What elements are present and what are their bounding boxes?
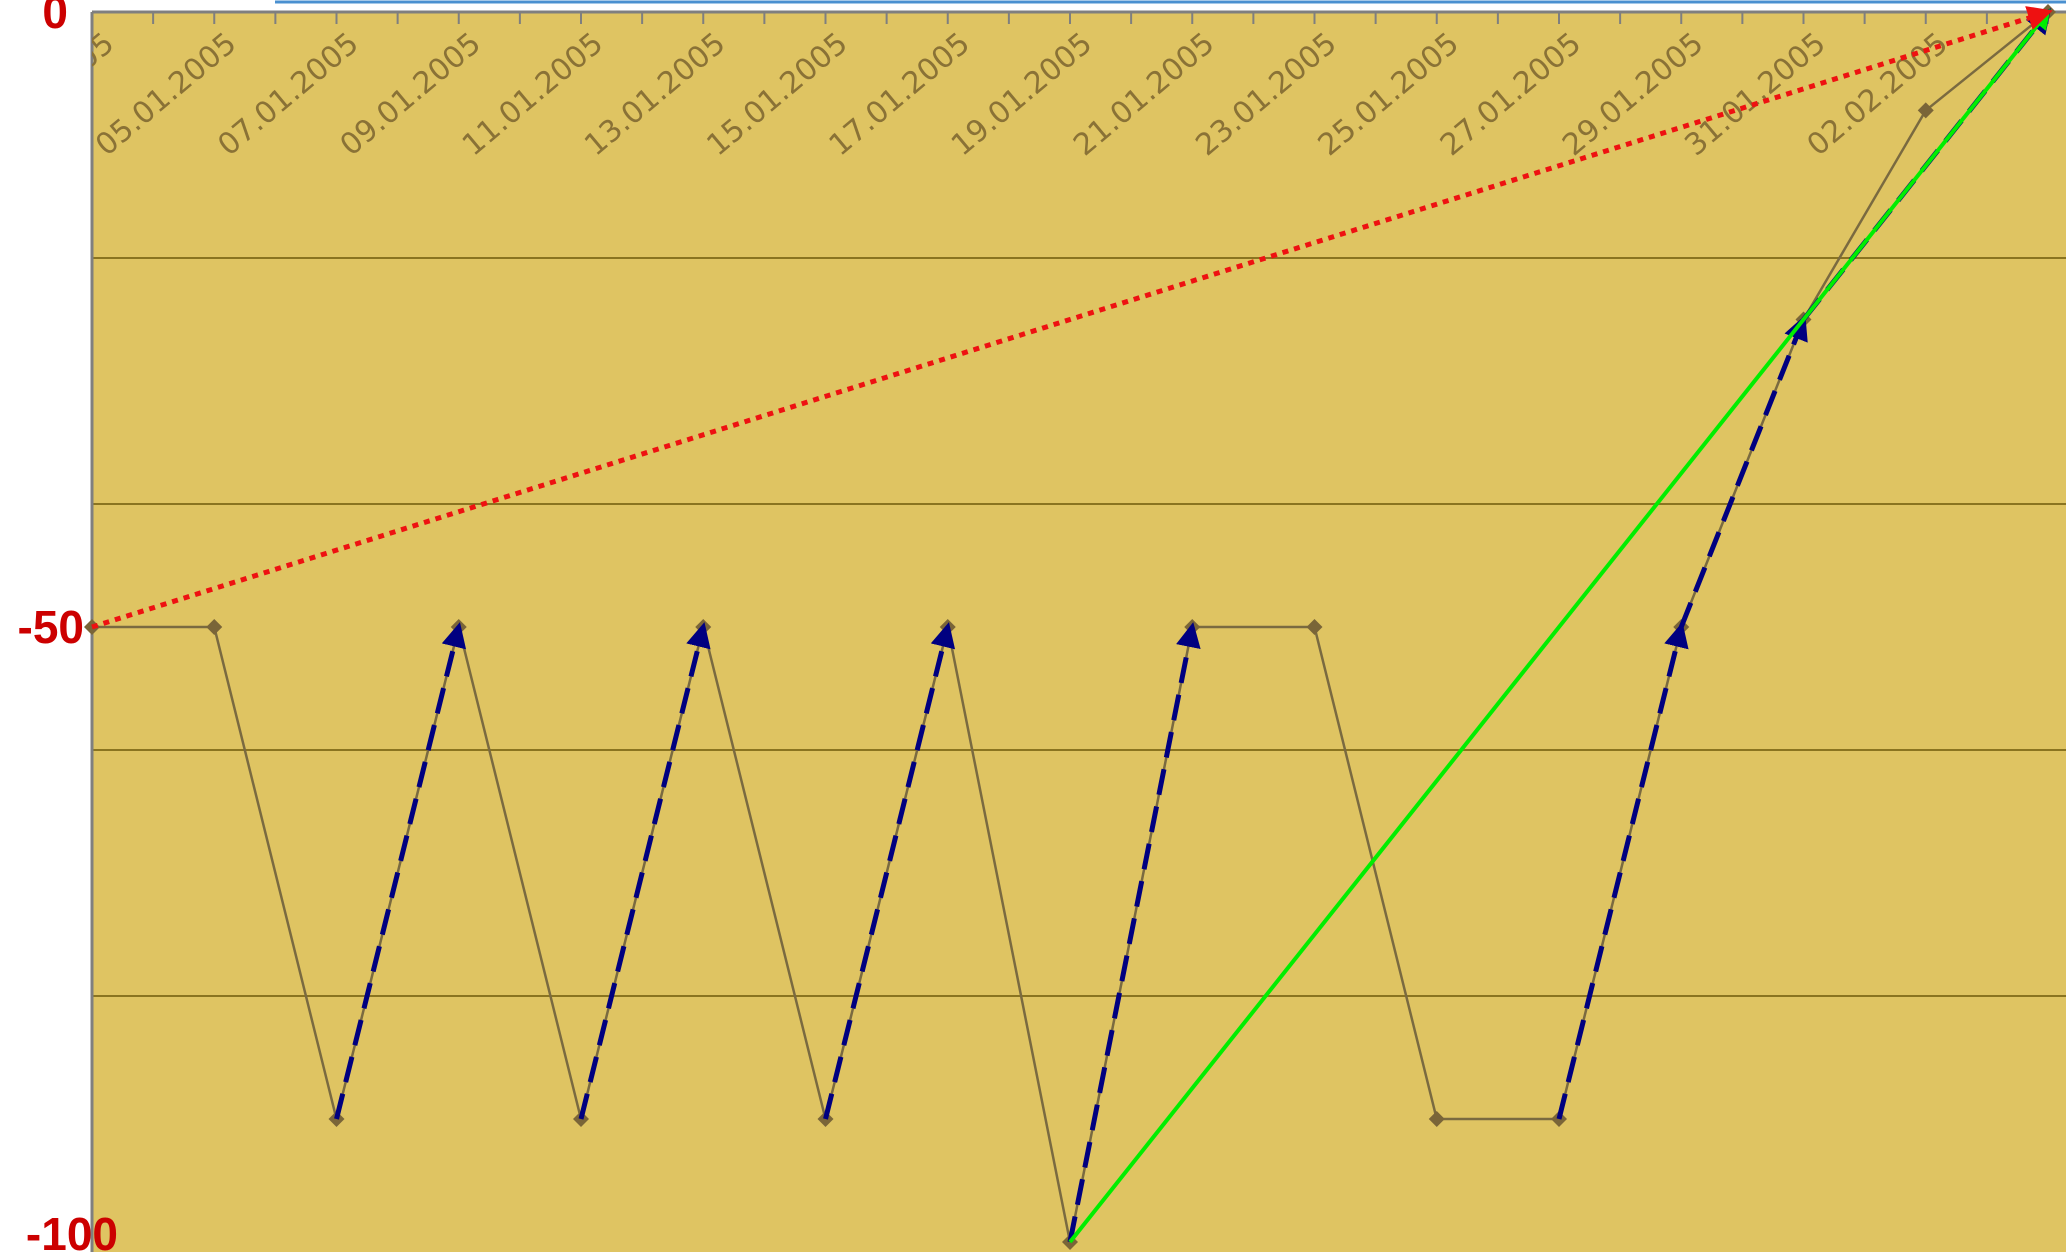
trend-arrow-dotted xyxy=(91,6,2053,630)
data-point xyxy=(1306,619,1323,635)
plot-background xyxy=(92,12,2066,1252)
trend-arrow-solid xyxy=(1068,8,2051,1244)
data-point xyxy=(1917,102,1934,119)
y-tick-labels: 0 -50 -100 xyxy=(18,0,118,1252)
y-tick-label: 0 xyxy=(42,0,68,38)
y-tick-label: -50 xyxy=(18,601,84,653)
data-point xyxy=(206,619,223,635)
data-point xyxy=(1428,1111,1445,1127)
trend-arrow-dashed xyxy=(1556,622,1689,1120)
y-tick-label: -100 xyxy=(26,1208,118,1252)
gridlines xyxy=(92,257,2066,997)
trend-arrow-dashed xyxy=(1067,622,1201,1243)
trend-arrow-dashed xyxy=(334,622,467,1120)
trend-arrow-dashed xyxy=(823,622,956,1120)
trend-arrow-dashed xyxy=(1678,314,1808,628)
trend-arrow-dashed xyxy=(578,622,711,1120)
arrows xyxy=(91,6,2053,1244)
